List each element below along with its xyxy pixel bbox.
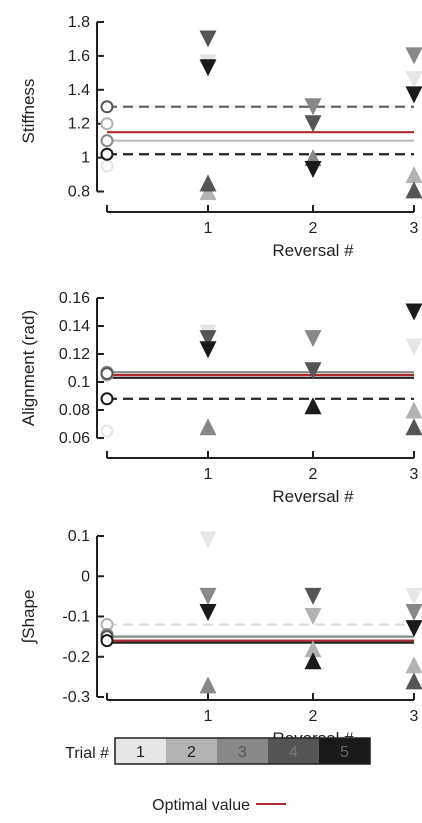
y-tick-label: 1.4 [68,82,90,99]
reversal-marker [304,640,322,658]
reversal-marker [405,603,422,621]
y-tick-label: -0.2 [62,649,90,666]
panel-1: 0.8 1 1.2 1.4 1.6 1.8 Stiffness 1 2 3 Reversal # [19,14,422,260]
legend-swatch [166,738,217,764]
legend-swatch-label: 4 [289,744,298,761]
legend-swatch-label: 1 [136,744,145,761]
legend-swatch-label: 3 [238,744,247,761]
reversal-marker [199,676,217,694]
initial-value-marker [100,367,114,381]
y-tick-label: 0.16 [59,290,90,307]
legend-swatch [319,738,370,764]
x-axis-label: Reversal # [272,241,354,260]
y-tick-label: 1.2 [68,116,90,133]
reversal-marker [405,181,422,199]
legend-optimal-label: Optimal value [152,797,250,814]
legend-trial-label: Trial # [65,745,109,762]
reversal-marker [405,418,422,436]
initial-value-marker [100,424,114,438]
y-tick-label: 0.8 [68,184,90,201]
reversal-marker [405,672,422,690]
y-tick-label: 0.08 [59,402,90,419]
legend-swatch-label: 5 [340,744,349,761]
y-tick-label: 0.1 [68,528,90,545]
reversal-marker [405,338,422,356]
reversal-marker [304,362,322,380]
legend-swatch [115,738,166,764]
reversal-marker [405,401,422,419]
reversal-marker [405,47,422,65]
y-axis-label: Alignment (rad) [19,310,38,426]
reversal-marker [199,174,217,192]
reversal-marker [405,620,422,638]
reversal-marker [405,656,422,674]
reversal-marker [304,652,322,670]
initial-value-marker [100,392,114,406]
panel-3: 0.10-0.1-0.2-0.3∫Shape123Reversal # [19,528,422,748]
y-tick-label: 1.8 [68,14,90,31]
reversal-marker [199,531,217,549]
reversal-marker [405,303,422,321]
y-tick-label: 1 [81,150,90,167]
reversal-marker [304,160,322,178]
y-tick-label: 0 [81,568,90,585]
y-tick-label: 0.14 [59,318,90,335]
legend-swatch-border [114,737,371,765]
reversal-marker [304,608,322,625]
y-tick-label: 1.6 [68,48,90,65]
y-tick-label: 0.06 [59,430,90,447]
x-tick-label: 2 [309,220,318,237]
reversal-marker [405,71,422,89]
initial-value-marker [100,117,114,131]
reversal-marker [199,330,217,348]
x-tick-label: 3 [410,466,419,483]
initial-value-marker [100,134,114,148]
initial-value-marker [100,634,114,648]
legend: Trial # 1 2 3 4 5 Optimal value [65,737,371,814]
x-tick-label: 2 [309,708,318,725]
legend-swatch-label: 2 [187,744,196,761]
reversal-marker [304,397,322,415]
legend-swatch [217,738,268,764]
x-tick-label: 1 [204,466,213,483]
x-tick-label: 1 [204,708,213,725]
y-tick-label: 0.12 [59,346,90,363]
initial-value-marker [100,100,114,114]
reversal-marker [199,418,217,436]
x-axis-label: Reversal # [272,487,354,506]
y-axis-label: Stiffness [19,79,38,144]
reversal-marker [199,587,217,605]
x-tick-label: 3 [410,708,419,725]
legend-swatches: 1 2 3 4 5 [114,737,371,765]
panel-2: 0.06 0.08 0.1 0.12 0.14 0.16 Alignment (rad) 1 2… [19,290,422,506]
reversal-marker [304,98,322,116]
y-tick-label: 0.1 [68,374,90,391]
reversal-marker [405,86,422,104]
y-tick-label: -0.3 [62,689,90,706]
y-tick-label: -0.1 [62,609,90,626]
x-tick-label: 1 [204,220,213,237]
reversal-marker [304,115,322,133]
reversal-marker [405,166,422,184]
legend-swatch [268,738,319,764]
x-tick-label: 3 [410,220,419,237]
reversal-marker [304,330,322,348]
reversal-marker [405,587,422,605]
initial-value-marker [100,147,114,161]
x-tick-label: 2 [309,466,318,483]
reversal-marker [199,603,217,621]
reversal-marker [199,30,217,48]
reversal-marker [199,59,217,77]
reversal-marker [199,341,217,359]
y-axis-label: ∫Shape [19,590,38,645]
initial-value-marker [100,159,114,173]
reversal-marker [304,587,322,605]
